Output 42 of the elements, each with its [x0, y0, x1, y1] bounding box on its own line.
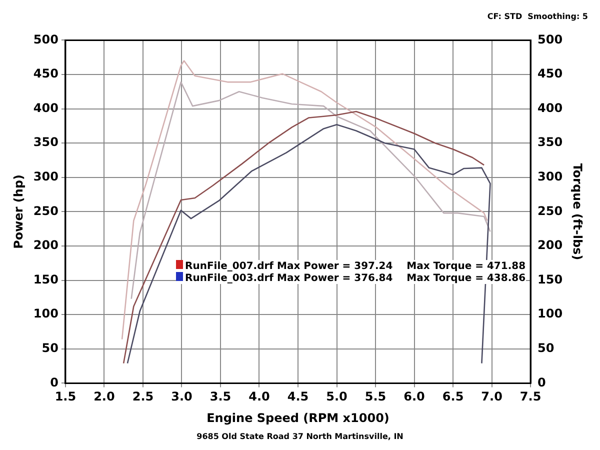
x-tick-label: 4.0 — [248, 390, 270, 404]
y-tick-label: 350 — [33, 135, 58, 150]
x-tick-label: 5.5 — [364, 390, 386, 404]
y-axis-title: Power (hp) — [11, 174, 26, 249]
y-tick-label: 200 — [33, 238, 58, 252]
y-tick-label: 500 — [33, 32, 58, 46]
annotation: RunFile_007.drf Max Power = 397.24 Max Torque = 471.88 — [185, 261, 526, 272]
text: CF: STD Smoothing: 5 — [487, 12, 588, 21]
x-tick-label: 6.5 — [442, 390, 464, 404]
y2-tick-label: 50 — [538, 341, 554, 356]
x-tick-label: 7.0 — [481, 390, 502, 404]
y-tick-label: 0 — [50, 375, 58, 390]
y-tick-label: 100 — [33, 306, 58, 321]
y2-tick-label: 300 — [538, 170, 563, 184]
x-tick-label: 6.0 — [404, 390, 425, 404]
y2-tick-label: 450 — [538, 66, 563, 81]
x-tick-label: 2.0 — [94, 390, 115, 404]
y2-tick-label: 200 — [538, 238, 563, 252]
x-tick-label: 5.0 — [326, 390, 348, 404]
x-tick-label: 2.5 — [132, 390, 154, 404]
annotation: RunFile_003.drf Max Power = 376.84 Max Torque = 438.86 — [185, 273, 526, 284]
y2-tick-label: 500 — [538, 32, 563, 46]
y-tick-label: 250 — [33, 204, 58, 218]
x-tick-label: 3.0 — [171, 390, 192, 404]
y-tick-label: 450 — [33, 66, 58, 81]
text: 9685 Old State Road 37 North Martinsville, IN — [196, 432, 404, 441]
x-tick-label: 3.5 — [210, 390, 232, 404]
y2-tick-label: 0 — [538, 375, 546, 390]
y2-tick-label: 350 — [538, 135, 563, 150]
x-tick-label: 4.5 — [287, 390, 309, 404]
y2-tick-label: 100 — [538, 306, 563, 321]
x-tick-label: 1.5 — [54, 390, 76, 404]
x-tick-label: 7.5 — [520, 390, 542, 404]
y-tick-label: 150 — [33, 272, 58, 286]
y-tick-label: 300 — [33, 170, 58, 184]
y2-tick-label: 150 — [538, 272, 563, 286]
x-axis-title: Engine Speed (RPM x1000) — [206, 410, 390, 425]
y-tick-label: 400 — [33, 100, 58, 115]
y2-axis-title: Torque (ft-lbs) — [570, 163, 585, 260]
y2-tick-label: 400 — [538, 100, 563, 115]
y2-tick-label: 250 — [538, 204, 563, 218]
y-tick-label: 50 — [42, 341, 58, 356]
